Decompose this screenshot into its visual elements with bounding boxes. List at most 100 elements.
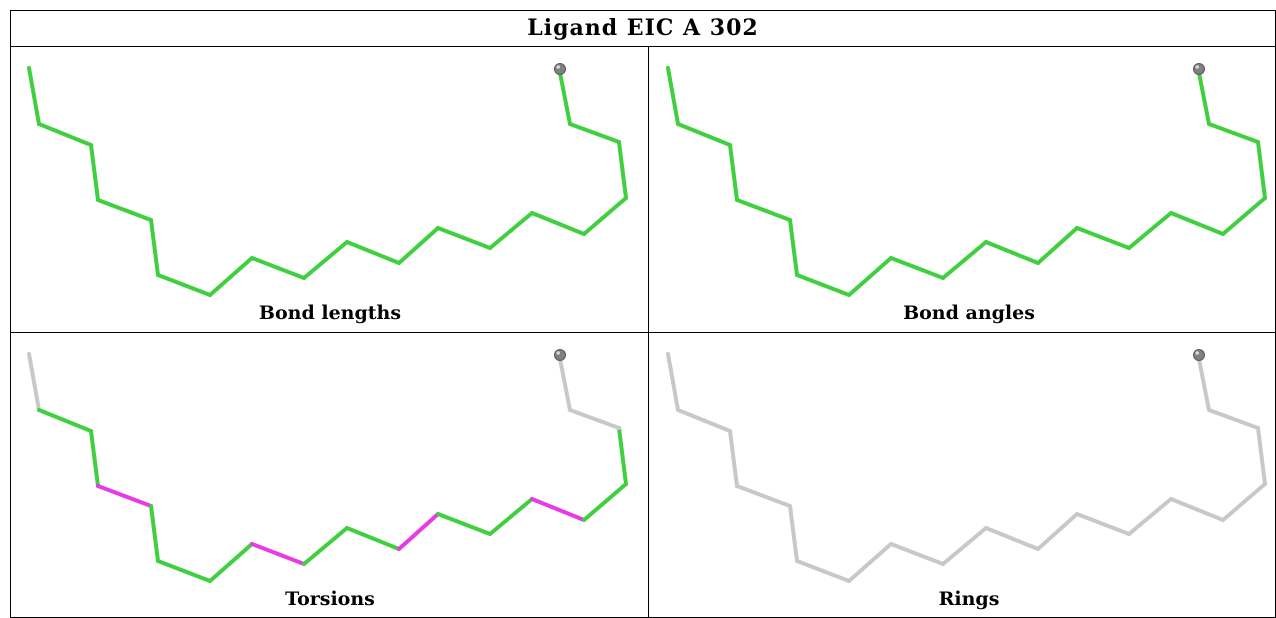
- bond-unchecked: [1207, 408, 1236, 421]
- bond-good: [156, 559, 186, 573]
- bond-good: [371, 250, 401, 265]
- bond-unchecked: [32, 380, 41, 412]
- bond-good: [1169, 211, 1199, 226]
- bond-outlier: [122, 494, 153, 508]
- bond-good: [462, 522, 492, 536]
- bond-good: [620, 168, 628, 200]
- bond-good: [149, 504, 157, 536]
- bond-good: [671, 94, 680, 126]
- bond-unchecked: [671, 380, 680, 412]
- panel-caption: Bond lengths: [258, 302, 402, 324]
- bond-good: [1075, 226, 1105, 240]
- terminal-atom: [554, 63, 566, 75]
- bond-good: [568, 122, 597, 135]
- bond-good: [156, 273, 186, 287]
- bond-good: [509, 497, 534, 519]
- bond-good: [436, 226, 466, 240]
- bond-unchecked: [1202, 382, 1211, 412]
- bond-unchecked: [1195, 507, 1225, 522]
- bond-unchecked: [915, 552, 945, 566]
- panel-bond-angles: Bond angles: [653, 50, 1276, 330]
- bond-good: [582, 500, 607, 522]
- bond-outlier: [250, 542, 280, 556]
- bond-good: [323, 526, 349, 548]
- bond-good: [152, 531, 160, 563]
- bond-good: [89, 143, 97, 175]
- bond-good: [229, 542, 254, 565]
- bond-good: [397, 243, 421, 265]
- bond-good: [889, 256, 919, 270]
- bond-unchecked: [889, 542, 919, 556]
- bond-good: [962, 240, 988, 262]
- bond-good: [488, 514, 513, 536]
- bond-good: [63, 418, 93, 433]
- bond-good: [868, 256, 893, 279]
- terminal-atom: [1193, 349, 1205, 361]
- atom-highlight: [556, 65, 560, 69]
- panel-rings: Rings: [653, 336, 1276, 616]
- terminal-atom: [554, 349, 566, 361]
- bond-good: [821, 283, 851, 297]
- bond-good: [530, 211, 560, 226]
- bond-good: [345, 526, 375, 541]
- bond-good: [702, 132, 732, 147]
- bond-good: [788, 218, 796, 250]
- bond-good: [617, 140, 625, 172]
- bond-good: [1256, 140, 1264, 172]
- bond-unchecked: [676, 408, 706, 423]
- bond-good: [761, 208, 792, 222]
- bond-good: [563, 96, 572, 126]
- bond-good: [345, 240, 375, 255]
- bond-outlier: [530, 497, 560, 512]
- bond-unchecked: [731, 456, 739, 488]
- bond-outlier: [96, 484, 127, 498]
- bond-unchecked: [1231, 417, 1260, 430]
- bond-unchecked: [1256, 426, 1264, 458]
- bond-good: [1197, 71, 1206, 101]
- bond-unchecked: [592, 417, 621, 430]
- bond-good: [122, 208, 153, 222]
- bond-good: [27, 66, 36, 98]
- panel-caption: Bond angles: [903, 302, 1035, 324]
- bond-good: [582, 214, 607, 236]
- bond-unchecked: [847, 560, 872, 583]
- bond-good: [1231, 131, 1260, 144]
- bond-good: [556, 221, 586, 236]
- bond-good: [302, 544, 328, 566]
- molecule-view: [27, 63, 628, 297]
- bond-unchecked: [1075, 512, 1105, 526]
- bond-good: [32, 94, 41, 126]
- bond-unchecked: [568, 408, 597, 421]
- bond-unchecked: [1242, 482, 1267, 504]
- bond-outlier: [397, 529, 421, 551]
- bond-unchecked: [791, 531, 799, 563]
- bond-good: [1259, 168, 1267, 200]
- bond-good: [323, 240, 349, 262]
- bond-unchecked: [735, 484, 766, 498]
- bond-good: [208, 560, 233, 583]
- bond-unchecked: [1259, 454, 1267, 486]
- terminal-atom: [1193, 63, 1205, 75]
- bond-good: [89, 429, 97, 461]
- bond-unchecked: [563, 382, 572, 412]
- bond-unchecked: [1221, 500, 1246, 522]
- panel-torsions: Torsions: [14, 336, 646, 616]
- bond-good: [509, 211, 534, 233]
- bond-unchecked: [1197, 357, 1206, 387]
- molecule-view: [666, 349, 1267, 583]
- bond-good: [1010, 250, 1040, 265]
- bond-unchecked: [788, 504, 796, 536]
- bond-unchecked: [941, 544, 967, 566]
- bond-unchecked: [1169, 497, 1199, 512]
- bond-good: [617, 426, 625, 458]
- panel-bond-lengths: Bond lengths: [14, 50, 646, 330]
- atom-highlight: [556, 351, 560, 355]
- bond-unchecked: [558, 357, 567, 387]
- bond-good: [1127, 228, 1152, 250]
- atom-highlight: [1195, 65, 1199, 69]
- bond-good: [1202, 96, 1211, 126]
- bond-good: [1242, 196, 1267, 218]
- validation-figure: Ligand EIC A 302 Bond lengths Bond angle…: [10, 10, 1276, 618]
- panel-caption: Rings: [938, 588, 1000, 610]
- molecule-view: [666, 63, 1267, 297]
